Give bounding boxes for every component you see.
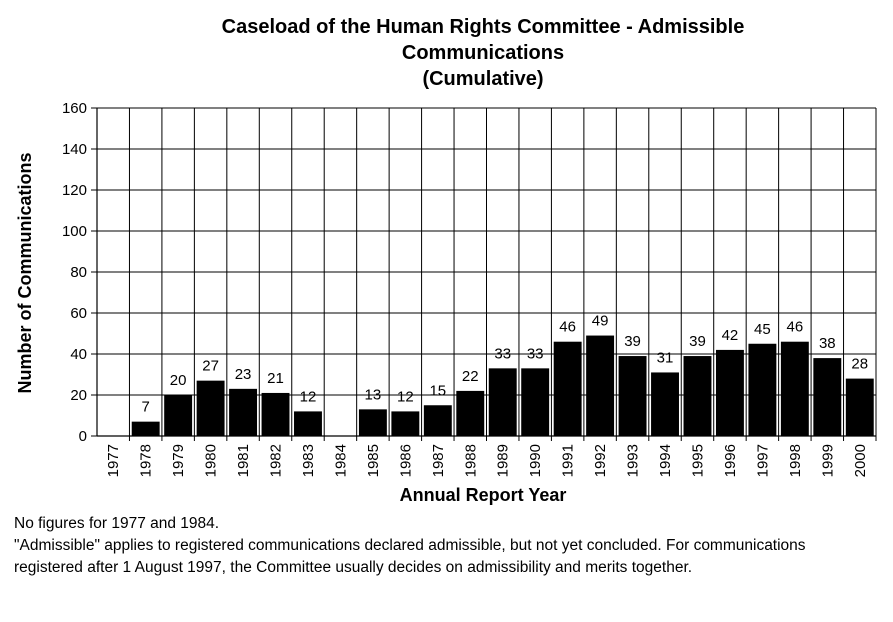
bar-1992 [586,335,615,436]
x-tick-label-1991: 1991 [560,444,577,477]
data-label-1987: 15 [429,382,446,399]
data-label-1991: 46 [559,319,576,336]
bar-1988 [456,390,485,436]
x-tick-label-1989: 1989 [495,444,512,477]
bar-1994 [651,372,679,436]
x-tick-label-1993: 1993 [625,444,642,477]
bar-1981 [229,388,258,436]
data-label-1988: 22 [462,368,479,385]
chart-title-line-2: Communications [402,42,564,64]
data-label-1979: 20 [170,372,187,389]
y-tick-label: 40 [70,346,87,363]
chart-title-line-3: (Cumulative) [422,68,543,90]
x-tick-label-1980: 1980 [203,444,220,477]
bar-1986 [391,411,420,436]
axes [91,107,877,441]
x-tick-label-1983: 1983 [300,444,317,477]
bar-1991 [553,341,582,436]
data-label-1980: 27 [202,358,219,375]
x-tick-label-1999: 1999 [819,444,836,477]
grid [97,107,877,436]
x-tick-label-1994: 1994 [657,444,674,477]
x-tick-label-1997: 1997 [754,444,771,477]
x-tick-label-1995: 1995 [689,444,706,477]
x-tick-label-1998: 1998 [787,444,804,477]
bar-1978 [131,421,160,436]
bar-1982 [261,392,290,436]
bar-1987 [423,405,452,436]
x-tick-label-1996: 1996 [722,444,739,477]
y-tick-label: 140 [62,141,87,158]
x-axis-title: Annual Report Year [400,485,567,505]
data-label-1999: 38 [819,335,836,352]
bar-1998 [780,341,809,436]
data-label-2000: 28 [851,356,868,373]
data-label-1996: 42 [722,327,739,344]
x-tick-label-1979: 1979 [170,444,187,477]
y-tick-label: 100 [62,223,87,240]
x-tick-label-1987: 1987 [430,444,447,477]
x-tick-label-1981: 1981 [235,444,252,477]
data-label-1998: 46 [787,319,804,336]
bar-1989 [488,368,517,436]
x-tick-label-2000: 2000 [852,444,869,477]
data-label-1994: 31 [657,349,674,366]
y-tick-label: 60 [70,305,87,322]
x-tick-label-1992: 1992 [592,444,609,477]
x-tick-label-1985: 1985 [365,444,382,477]
data-label-1978: 7 [142,399,150,416]
chart-title-line-1: Caseload of the Human Rights Committee -… [222,16,745,38]
x-tick-label-1977: 1977 [105,444,122,477]
data-label-1981: 23 [235,366,252,383]
bars [131,335,874,436]
y-tick-label: 80 [70,264,87,281]
bar-1980 [196,380,225,436]
data-label-1986: 12 [397,388,414,405]
data-label-1997: 45 [754,321,771,338]
y-tick-label: 160 [62,100,87,117]
data-label-1992: 49 [592,313,609,330]
y-tick-label: 20 [70,387,87,404]
y-tick-label: 0 [79,428,87,445]
data-label-1989: 33 [494,345,511,362]
x-tick-label-1978: 1978 [138,444,155,477]
x-tick-label-1988: 1988 [462,444,479,477]
x-ticks: 1977 1978 1979 1980 1981 1982 1983 1984 1985 1986… [105,444,869,477]
y-axis-title: Number of Communications [15,152,35,393]
chart-notes: No figures for 1977 and 1984. "Admissibl… [14,513,874,579]
bar-1993 [618,356,647,436]
note-admissible-definition: "Admissible" applies to registered commu… [14,537,806,576]
data-label-1990: 33 [527,345,544,362]
bar-1983 [294,411,322,436]
y-ticks: 0 20 40 60 80 100 120 140 160 [62,100,87,445]
x-tick-label-1990: 1990 [527,444,544,477]
data-label-1993: 39 [624,333,641,350]
note-missing-years: No figures for 1977 and 1984. [14,515,220,532]
data-label-1985: 13 [365,386,382,403]
bar-1979 [164,395,193,436]
data-label-1995: 39 [689,333,706,350]
bar-1985 [358,409,387,436]
x-tick-label-1984: 1984 [332,444,349,477]
data-label-1982: 21 [267,370,284,387]
bar-1995 [683,356,712,436]
bar-1990 [521,368,550,436]
bar-1996 [715,349,744,436]
x-tick-label-1986: 1986 [397,444,414,477]
data-labels: 7 20 27 23 21 12 13 12 15 22 33 33 46 49 39 31 39 42 45 46 3… [142,313,869,416]
y-tick-label: 120 [62,182,87,199]
data-label-1983: 12 [300,388,317,405]
x-tick-label-1982: 1982 [268,444,285,477]
bar-chart: Caseload of the Human Rights Committee -… [15,16,877,505]
bar-1999 [813,358,842,436]
bar-1997 [748,343,777,436]
bar-2000 [845,378,874,436]
